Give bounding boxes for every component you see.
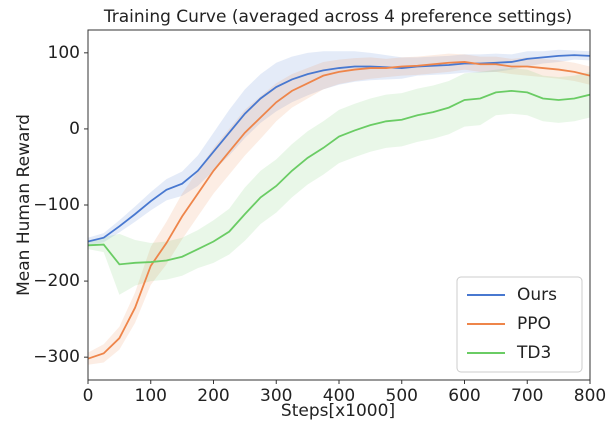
x-tick-label: 300 [260, 386, 292, 406]
legend-box [456, 276, 583, 373]
error-band [88, 68, 590, 295]
x-tick-label: 0 [83, 386, 94, 406]
line [88, 89, 590, 266]
x-axis-label: Steps[x1000] [281, 401, 395, 421]
x-tick-label: 700 [511, 386, 543, 406]
plot-frame [87, 29, 591, 381]
legend-label: PPO [517, 314, 551, 334]
y-tick-label: −100 [33, 195, 80, 215]
x-tick-label: 800 [574, 386, 606, 406]
legend-label: Ours [517, 285, 557, 305]
x-tick-label: 500 [386, 386, 418, 406]
x-tick-label: 100 [135, 386, 167, 406]
y-axis-label: Mean Human Reward [14, 114, 34, 296]
y-tick-label: 100 [48, 43, 80, 63]
y-tick-label: 0 [69, 119, 80, 139]
x-tick-label: 200 [197, 386, 229, 406]
line [88, 61, 590, 360]
x-tick-label: 400 [323, 386, 355, 406]
y-tick-label: −300 [33, 347, 80, 367]
chart-title: Training Curve (averaged across 4 prefer… [103, 7, 572, 27]
legend-label: TD3 [516, 343, 551, 363]
x-tick-label: 600 [448, 386, 480, 406]
line [88, 54, 590, 243]
y-tick-label: −200 [33, 271, 80, 291]
error-band [88, 53, 590, 365]
